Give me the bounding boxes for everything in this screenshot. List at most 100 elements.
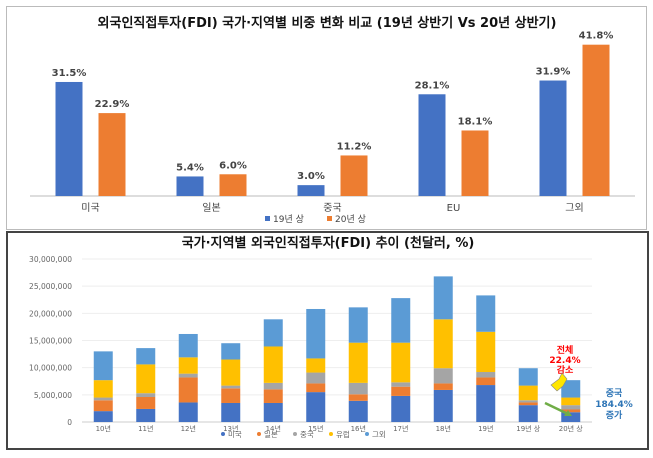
legend-label: 19년 상	[273, 214, 304, 225]
legend-label: 미국	[228, 430, 242, 439]
bar-20년 상	[340, 155, 368, 196]
bar-segment-그외	[433, 276, 453, 320]
bar-segment-중국	[433, 368, 453, 384]
bar-segment-그외	[221, 343, 241, 360]
bar-segment-일본	[518, 402, 538, 406]
data-label: 6.0%	[219, 160, 247, 171]
bar-19년 상	[176, 176, 204, 196]
bar-segment-일본	[136, 397, 156, 409]
x-tick-label: 일본	[202, 202, 220, 214]
bar-segment-유럽	[306, 358, 326, 373]
annotation-total-decrease: 감소	[557, 364, 574, 376]
x-tick-label: 그외	[565, 202, 583, 214]
bar-segment-유럽	[391, 342, 411, 383]
x-tick-label: 11년	[138, 424, 153, 433]
fdi-trend-chart: 국가·지역별 외국인직접투자(FDI) 추이 (천달러, %) 0 5,000,0…	[29, 235, 633, 439]
y-tick-label: 30,000,000	[29, 255, 72, 264]
bar-segment-미국	[391, 395, 411, 422]
bar-segment-유럽	[263, 346, 283, 383]
data-label: 28.1%	[415, 80, 450, 91]
y-tick-label: 15,000,000	[29, 337, 72, 346]
bar-segment-일본	[178, 377, 198, 403]
bar-segment-유럽	[433, 319, 453, 369]
legend-marker	[293, 432, 297, 436]
bar-segment-중국	[136, 393, 156, 398]
bar-segment-일본	[476, 377, 496, 386]
bar-segment-일본	[391, 386, 411, 396]
bar-segment-미국	[476, 385, 496, 422]
annotation-china-increase: 증가	[606, 409, 623, 421]
legend-swatch	[327, 216, 332, 221]
bar-segment-일본	[348, 394, 368, 401]
bar-segment-중국	[391, 382, 411, 387]
bar-segment-중국	[518, 400, 538, 403]
legend-label: 중국	[300, 430, 314, 439]
bar-segment-일본	[433, 383, 453, 390]
data-label: 22.9%	[95, 99, 130, 110]
x-tick-label: 16년	[351, 424, 366, 433]
bar-20년 상	[98, 113, 126, 196]
x-tick-label: 19년	[478, 424, 493, 433]
y-tick-label: 25,000,000	[29, 282, 72, 291]
annotation-total-decrease: 22.4%	[549, 356, 580, 366]
data-label: 41.8%	[579, 31, 614, 42]
bar-19년 상	[418, 94, 446, 196]
x-tick-label: EU	[447, 203, 461, 214]
bar-segment-그외	[136, 348, 156, 365]
bar-segment-미국	[433, 389, 453, 422]
fdi-trend-chart-panel: 국가·지역별 외국인직접투자(FDI) 추이 (천달러, %) 0 5,000,0…	[6, 231, 649, 450]
bar-segment-미국	[561, 412, 581, 422]
bar-segment-일본	[263, 389, 283, 403]
bar-segment-유럽	[93, 380, 113, 398]
green-arrow-icon	[544, 401, 571, 417]
bar-segment-중국	[306, 372, 326, 384]
bar-segment-중국	[263, 382, 283, 390]
legend-marker	[221, 432, 225, 436]
legend-marker	[257, 432, 261, 436]
x-tick-label: 12년	[181, 424, 196, 433]
bar-segment-유럽	[221, 359, 241, 386]
data-label: 31.5%	[52, 68, 87, 79]
bar-segment-그외	[93, 351, 113, 381]
y-tick-label: 20,000,000	[29, 309, 72, 318]
legend-label: 유럽	[336, 430, 350, 439]
chart-title: 국가·지역별 외국인직접투자(FDI) 추이 (천달러, %)	[182, 235, 475, 251]
x-tick-label: 20년 상	[559, 424, 584, 433]
bar-19년 상	[539, 80, 567, 196]
bar-segment-미국	[263, 402, 283, 422]
bar-segment-유럽	[561, 397, 581, 406]
annotation-china-increase: 184.4%	[595, 400, 633, 410]
x-tick-label: 미국	[81, 202, 99, 214]
bar-segment-그외	[561, 380, 581, 398]
bar-segment-중국	[93, 397, 113, 401]
legend-label: 20년 상	[335, 214, 366, 225]
legend-label: 일본	[264, 430, 278, 439]
bar-segment-유럽	[518, 385, 538, 401]
bar-segment-그외	[306, 308, 326, 359]
data-label: 31.9%	[536, 67, 571, 78]
bar-segment-그외	[476, 295, 496, 332]
legend-marker	[329, 432, 333, 436]
bar-segment-미국	[178, 402, 198, 422]
yellow-arrow-icon	[550, 372, 568, 392]
x-tick-label: 19년 상	[516, 424, 541, 433]
bar-segment-그외	[263, 319, 283, 347]
x-tick-label: 17년	[393, 424, 408, 433]
share-comparison-chart: 외국인직접투자(FDI) 국가·지역별 비중 변화 비교 (19년 상반기 Vs…	[30, 15, 635, 225]
bar-20년 상	[582, 44, 610, 197]
legend-marker	[365, 432, 369, 436]
bar-segment-미국	[136, 408, 156, 422]
bar-segment-일본	[93, 400, 113, 412]
bar-segment-미국	[348, 400, 368, 422]
y-tick-label: 5,000,000	[34, 391, 72, 400]
bar-segment-일본	[561, 409, 581, 413]
bar-segment-중국	[221, 385, 241, 389]
bar-segment-유럽	[476, 331, 496, 373]
bar-segment-중국	[178, 373, 198, 378]
bar-20년 상	[219, 174, 247, 196]
bar-segment-유럽	[136, 364, 156, 394]
bar-segment-중국	[476, 372, 496, 378]
bar-segment-그외	[518, 368, 538, 386]
x-tick-label: 15년	[308, 424, 323, 433]
bar-segment-일본	[221, 388, 241, 403]
